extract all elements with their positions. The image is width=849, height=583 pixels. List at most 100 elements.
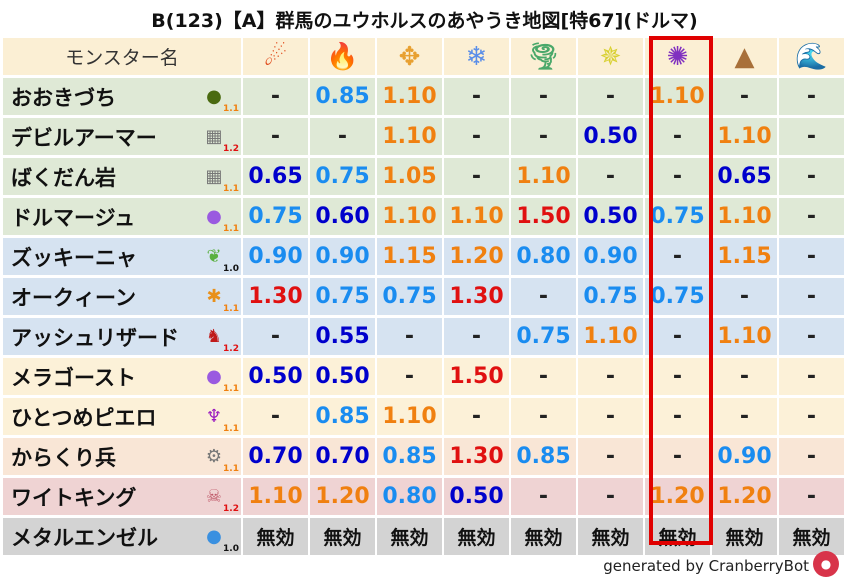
resistance-value: 1.10 [377, 78, 442, 115]
resistance-value: - [511, 398, 576, 435]
resistance-value: - [645, 158, 710, 195]
resistance-value: 無効 [444, 518, 509, 555]
resistance-value: 1.10 [712, 118, 777, 155]
resistance-value: 0.75 [377, 278, 442, 315]
header-element: 🌊 [779, 38, 844, 75]
resistance-value: 0.85 [377, 438, 442, 475]
monster-name: ズッキーニャ [11, 245, 137, 270]
resistance-value: - [779, 238, 844, 275]
resistance-value: 0.50 [444, 478, 509, 515]
monster-name: メラゴースト [11, 365, 136, 390]
resistance-value: - [377, 318, 442, 355]
resistance-value: - [377, 358, 442, 395]
resistance-value: 1.10 [712, 318, 777, 355]
resistance-value: 0.55 [310, 318, 375, 355]
resistance-value: 0.50 [578, 198, 643, 235]
resistance-value: 1.30 [444, 438, 509, 475]
resistance-value: - [779, 358, 844, 395]
resistance-value: 0.75 [310, 278, 375, 315]
resistance-value: - [779, 398, 844, 435]
resistance-value: 0.85 [511, 438, 576, 475]
resistance-value: 0.75 [645, 278, 710, 315]
cranberry-bot-icon: ● [813, 551, 839, 577]
darkness-icon: ✺ [666, 41, 689, 72]
resistance-value: 1.20 [444, 238, 509, 275]
resistance-value: - [578, 398, 643, 435]
resistance-value: 0.50 [310, 358, 375, 395]
slime-green-icon: ● [206, 86, 222, 107]
resistance-value: - [243, 398, 308, 435]
resistance-value: - [243, 78, 308, 115]
resistance-value: - [444, 398, 509, 435]
monster-name: ワイトキング [11, 485, 137, 510]
monster-name-cell: ズッキーニャ ❦ 1.0 [3, 238, 241, 275]
scale-label: 1.1 [223, 104, 239, 114]
resistance-value: 0.60 [310, 198, 375, 235]
resistance-value: 1.10 [243, 478, 308, 515]
flame-icon: 🔥 [326, 41, 359, 72]
earth-icon: ▲ [734, 41, 755, 72]
resistance-value: 1.10 [511, 158, 576, 195]
resistance-value: - [779, 118, 844, 155]
resistance-value: - [578, 438, 643, 475]
resistance-value: 無効 [712, 518, 777, 555]
scale-label: 1.2 [223, 144, 239, 154]
resistance-value: - [645, 118, 710, 155]
resistance-value: 1.10 [377, 118, 442, 155]
resistance-value: - [511, 78, 576, 115]
monster-name-cell: ドルマージュ ● 1.1 [3, 198, 241, 235]
resistance-value: - [578, 358, 643, 395]
resistance-value: - [645, 238, 710, 275]
footer-credit: generated by CranberryBot [603, 557, 809, 575]
resistance-value: 1.20 [645, 478, 710, 515]
trident-icon: ♆ [205, 406, 223, 427]
brick-icon: ▦ [205, 126, 223, 147]
header-element: ✵ [578, 38, 643, 75]
resistance-value: - [511, 478, 576, 515]
resistance-value: - [511, 278, 576, 315]
resistance-value: 0.90 [310, 238, 375, 275]
resistance-value: - [645, 438, 710, 475]
resistance-value: - [243, 118, 308, 155]
resistance-value: - [712, 78, 777, 115]
resistance-value: - [444, 318, 509, 355]
wind-icon: 🌪 [527, 41, 561, 72]
resistance-table: モンスター名 ☄ 🔥 ✥ ❄ 🌪 ✵ ✺ ▲ 🌊 おおきづち ● 1.1-0.85 1.10- - -1.10… [3, 38, 844, 555]
resistance-value: 0.50 [243, 358, 308, 395]
resistance-value: - [779, 78, 844, 115]
resistance-value: - [645, 358, 710, 395]
monster-name-cell: ひとつめピエロ ♆ 1.1 [3, 398, 241, 435]
resistance-value: 1.50 [511, 198, 576, 235]
scale-label: 1.0 [223, 544, 239, 554]
water-icon: 🌊 [795, 41, 828, 72]
scale-label: 1.2 [223, 504, 239, 514]
resistance-value: - [243, 318, 308, 355]
resistance-value: 1.15 [712, 238, 777, 275]
resistance-value: - [779, 438, 844, 475]
fire-ball-icon: ☄ [263, 41, 288, 72]
scale-label: 1.0 [223, 264, 239, 274]
resistance-value: 0.75 [578, 278, 643, 315]
resistance-value: 1.10 [377, 198, 442, 235]
monster-name: デビルアーマー [11, 125, 157, 150]
resistance-value: 1.50 [444, 358, 509, 395]
resistance-value: 無効 [377, 518, 442, 555]
resistance-value: 1.05 [377, 158, 442, 195]
monster-name-cell: オークィーン ✱ 1.1 [3, 278, 241, 315]
monster-name-cell: おおきづち ● 1.1 [3, 78, 241, 115]
resistance-value: 1.10 [444, 198, 509, 235]
gear-icon: ⚙ [205, 446, 223, 467]
header-element: 🌪 [511, 38, 576, 75]
resistance-value: 1.30 [243, 278, 308, 315]
header-name: モンスター名 [3, 38, 241, 75]
resistance-value: - [578, 478, 643, 515]
resistance-value: 1.10 [377, 398, 442, 435]
header-element: ❄ [444, 38, 509, 75]
resistance-value: - [645, 318, 710, 355]
monster-name-cell: メタルエンゼル ● 1.0 [3, 518, 241, 555]
monster-name-cell: メラゴースト ● 1.1 [3, 358, 241, 395]
resistance-value: 1.10 [712, 198, 777, 235]
ice-icon: ❄ [465, 41, 488, 72]
monster-name: アッシュリザード [11, 325, 179, 350]
header-element: ✥ [377, 38, 442, 75]
